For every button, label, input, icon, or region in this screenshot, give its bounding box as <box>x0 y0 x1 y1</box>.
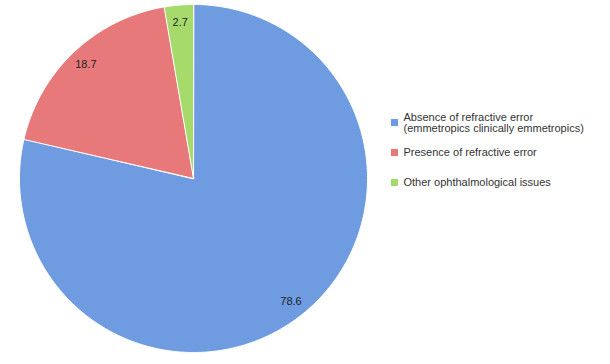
svg-text:Presence of refractive error: Presence of refractive error <box>404 146 538 158</box>
svg-text:2.7: 2.7 <box>173 16 188 28</box>
svg-text:Other ophthalmological issues: Other ophthalmological issues <box>404 176 552 188</box>
svg-text:78.6: 78.6 <box>280 295 301 307</box>
svg-text:Absence of refractive error(em: Absence of refractive error(emmetropics … <box>404 111 584 134</box>
svg-text:18.7: 18.7 <box>75 58 96 70</box>
